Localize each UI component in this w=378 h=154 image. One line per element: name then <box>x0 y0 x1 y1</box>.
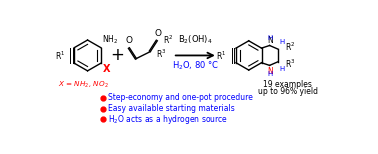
Text: Step-economy and one-pot procedure: Step-economy and one-pot procedure <box>108 93 253 102</box>
Text: B$_2$(OH)$_4$: B$_2$(OH)$_4$ <box>178 34 213 46</box>
Text: +: + <box>110 47 124 64</box>
Text: O: O <box>155 30 161 38</box>
Text: NH$_2$: NH$_2$ <box>102 34 118 46</box>
Text: R$^2$: R$^2$ <box>163 34 173 46</box>
Text: 19 examples: 19 examples <box>263 80 312 89</box>
Text: R$^1$: R$^1$ <box>217 49 227 62</box>
Text: H: H <box>268 35 273 41</box>
Text: N: N <box>268 36 273 45</box>
Text: R$^1$: R$^1$ <box>54 49 65 62</box>
Text: X: X <box>102 64 110 74</box>
Text: H$_2$O acts as a hydrogen source: H$_2$O acts as a hydrogen source <box>108 113 228 126</box>
Text: H: H <box>279 39 285 45</box>
Text: X = NH$_2$, NO$_2$: X = NH$_2$, NO$_2$ <box>58 80 109 90</box>
Text: Easy available starting materials: Easy available starting materials <box>108 104 234 113</box>
Text: R$^2$: R$^2$ <box>285 41 295 53</box>
Text: R$^3$: R$^3$ <box>156 48 166 60</box>
Text: O: O <box>125 36 132 45</box>
Text: R$^3$: R$^3$ <box>285 58 295 70</box>
Text: up to 96% yield: up to 96% yield <box>257 87 318 96</box>
Text: N: N <box>268 67 273 76</box>
Text: H$_2$O, 80 °C: H$_2$O, 80 °C <box>172 59 219 72</box>
Text: H: H <box>268 71 273 77</box>
Text: H: H <box>279 66 285 72</box>
